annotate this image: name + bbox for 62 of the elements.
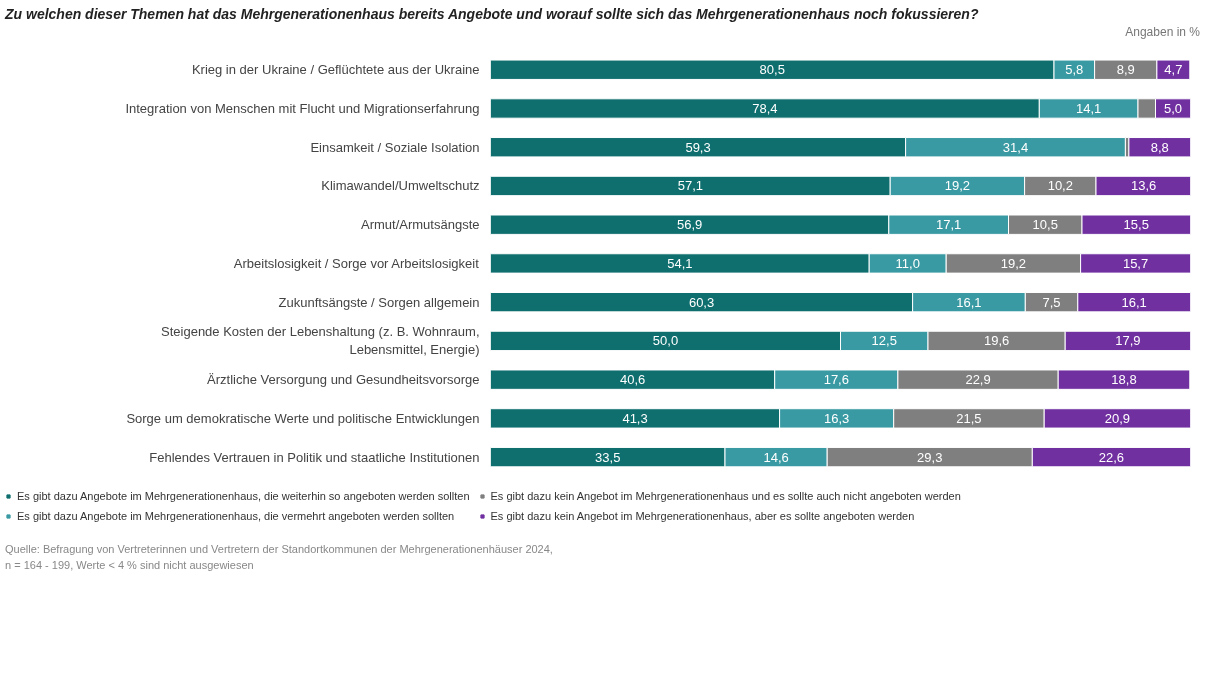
data-label: 8,9 xyxy=(1116,62,1135,78)
text: n = 164 - 199, Werte < 4 % sind nicht ausgewiesen xyxy=(5,557,255,573)
data-label: 16,3 xyxy=(824,411,850,427)
data-label: 19,6 xyxy=(983,333,1010,349)
y-tick-label: Zukunftsängste / Sorgen allgemein xyxy=(278,294,480,310)
y-tick-label: Arbeitslosigkeit / Sorge vor Arbeitslosigkeit xyxy=(233,256,480,272)
data-label: 57,1 xyxy=(677,178,704,194)
data-label: 5,8 xyxy=(1065,62,1084,78)
y-tick-label: Steigende Kosten der Lebenshaltung (z. B. Wohnraum, Lebensmittel, Energie) xyxy=(161,324,480,358)
data-label: 21,5 xyxy=(956,411,982,427)
data-label: 13,6 xyxy=(1130,178,1157,194)
data-label: 10,2 xyxy=(1047,178,1073,194)
data-label: 16,1 xyxy=(956,294,982,310)
data-label: 12,5 xyxy=(871,333,897,349)
bar xyxy=(1128,137,1191,158)
data-label: 10,5 xyxy=(1032,217,1058,233)
data-label: 5,0 xyxy=(1163,101,1183,117)
data-label: 31,4 xyxy=(1002,139,1029,155)
data-label: 29,3 xyxy=(917,449,943,465)
data-label: 20,9 xyxy=(1104,411,1131,427)
y-tick-label: Krieg in der Ukraine / Geflüchtete aus der Ukraine xyxy=(191,62,480,78)
data-label: 22,6 xyxy=(1098,449,1125,465)
data-label: 18,8 xyxy=(1111,372,1137,388)
legend-label: Es gibt dazu kein Angebot im Mehrgenerationenhaus, aber es sollte angeboten werden xyxy=(490,510,915,523)
data-label: 17,9 xyxy=(1115,333,1141,349)
data-label: 54,1 xyxy=(667,256,693,272)
data-label: 14,6 xyxy=(763,449,789,465)
data-label: 8,8 xyxy=(1150,139,1169,155)
data-label: 22,9 xyxy=(965,372,991,388)
data-label: 11,0 xyxy=(895,256,920,272)
data-label: 33,5 xyxy=(595,449,621,465)
y-tick-label: Klimawandel/Umweltschutz xyxy=(321,178,480,194)
data-label: 80,5 xyxy=(759,62,785,78)
y-tick-label: Einsamkeit / Soziale Isolation xyxy=(310,139,480,155)
data-label: 40,6 xyxy=(619,372,646,388)
data-label: 56,9 xyxy=(677,217,703,233)
data-label: 59,3 xyxy=(685,139,711,155)
data-label: 16,1 xyxy=(1121,294,1147,310)
data-label: 15,7 xyxy=(1122,256,1149,272)
data-label: 17,1 xyxy=(936,217,962,233)
data-label: 19,2 xyxy=(944,178,971,194)
chart-subtitle: Angaben in % xyxy=(1124,24,1200,41)
chart-title: Zu welchen dieser Themen hat das Mehrgenerationenhaus bereits Angebote und worauf sollte sich das Mehrgenerationenhaus noch fokussieren? xyxy=(5,5,980,24)
y-tick-label: Fehlendes Vertrauen in Politik und staatliche Institutionen xyxy=(149,449,480,465)
legend-label: Es gibt dazu Angebote im Mehrgenerationenhaus, die weiterhin so angeboten werden sollten xyxy=(17,490,470,503)
data-label: 17,6 xyxy=(823,372,849,388)
y-tick-label: Sorge um demokratische Werte und politische Entwicklungen xyxy=(126,411,480,427)
data-label: 14,1 xyxy=(1076,101,1102,117)
y-tick-label: Armut/Armutsängste xyxy=(361,217,480,233)
legend-label: Es gibt dazu Angebote im Mehrgenerationenhaus, die vermehrt angeboten werden sollten xyxy=(17,510,455,523)
data-label: 15,5 xyxy=(1123,217,1149,233)
y-tick-label: Ärztliche Versorgung und Gesundheitsvorsorge xyxy=(207,372,480,388)
legend-label: Es gibt dazu kein Angebot im Mehrgenerationenhaus und es sollte auch nicht angeboten werden xyxy=(490,490,961,503)
data-label: 60,3 xyxy=(688,294,715,310)
data-label: 41,3 xyxy=(622,411,648,427)
data-label: 7,5 xyxy=(1042,294,1061,310)
data-label: 19,2 xyxy=(1000,256,1027,272)
data-label: 78,4 xyxy=(752,101,778,117)
data-label: 4,7 xyxy=(1164,62,1183,78)
data-label: 50,0 xyxy=(652,333,679,349)
source-note: Quelle: Befragung von Vertreterinnen und Vertretern der Standortkommunen der Mehrgenerationenhäuser 2024, xyxy=(5,542,553,558)
y-tick-label: Integration von Menschen mit Flucht und Migrationserfahrung xyxy=(125,101,480,117)
